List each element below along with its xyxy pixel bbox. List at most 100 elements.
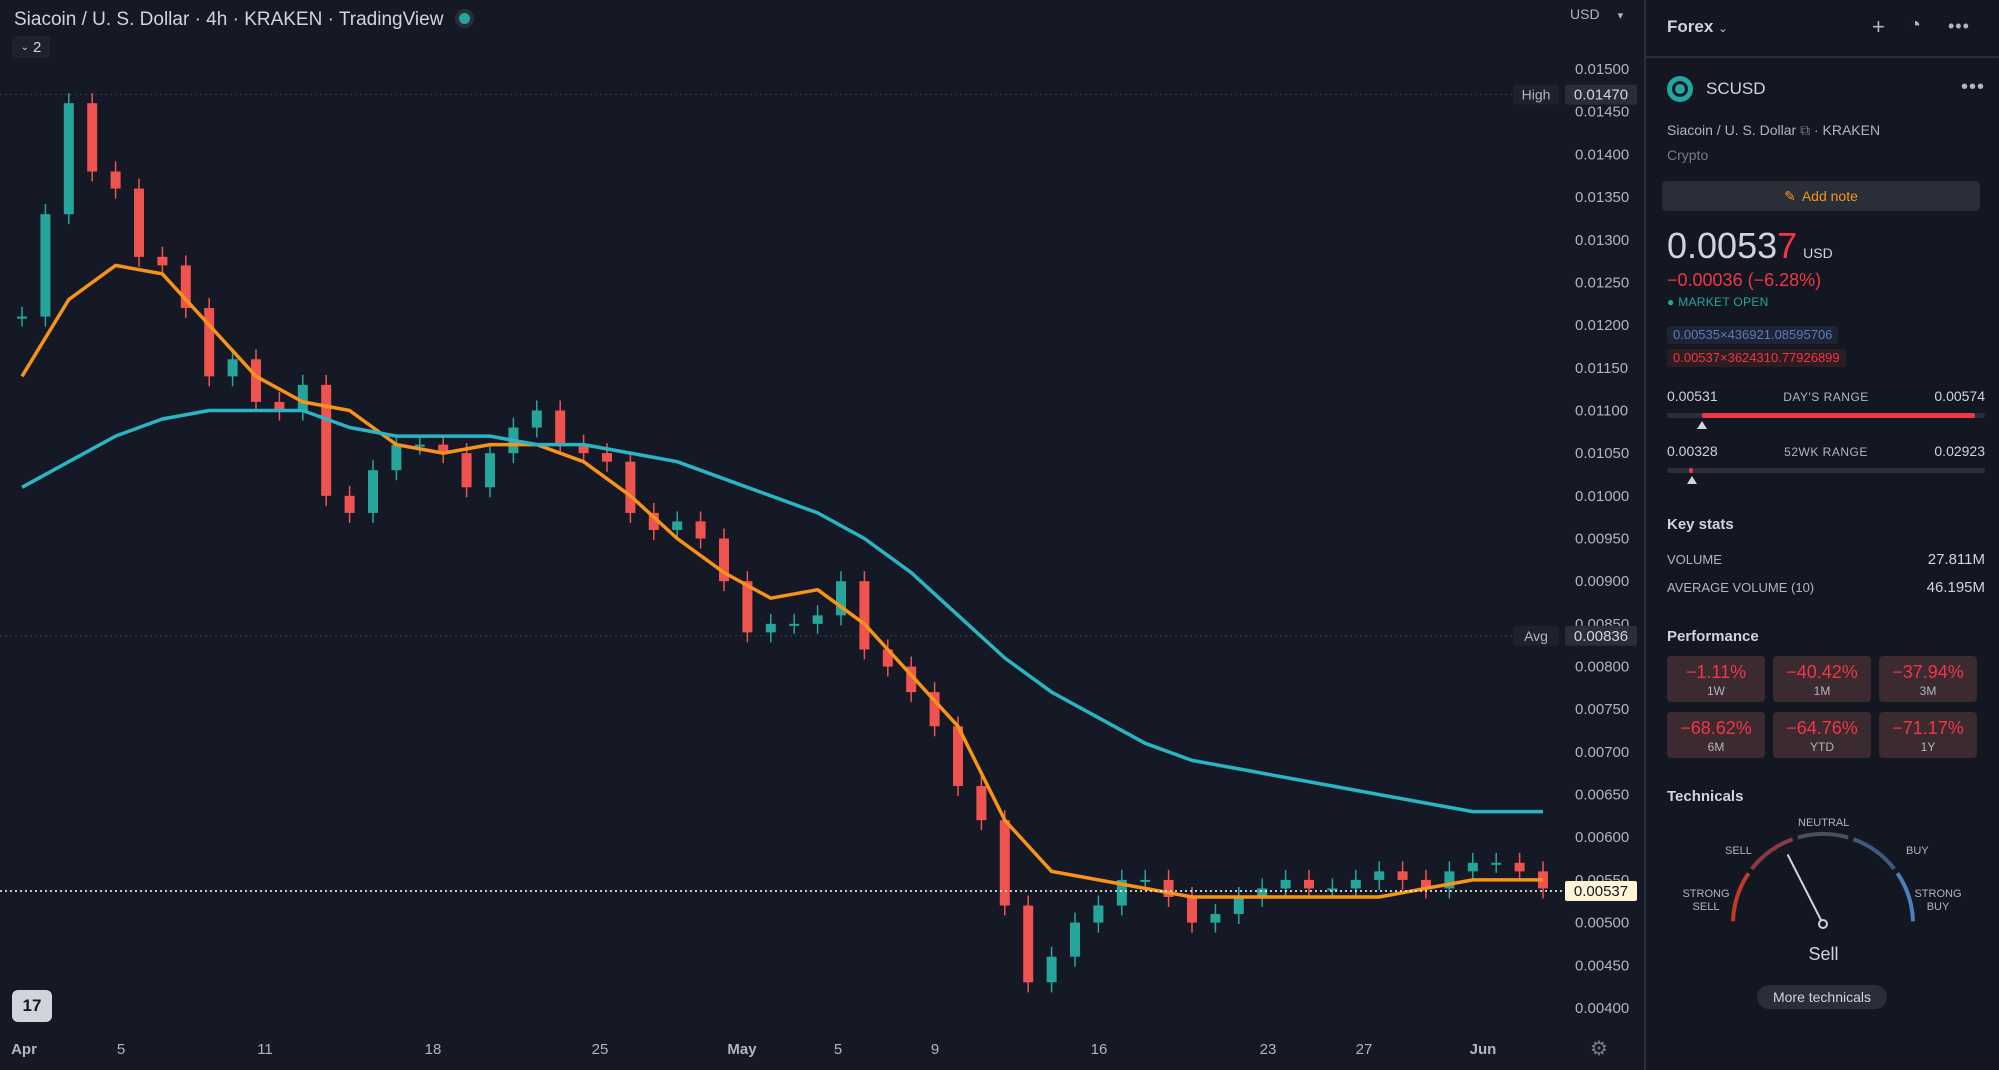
- perf-label: 1Y: [1920, 740, 1936, 754]
- candle: [812, 615, 823, 624]
- high-tag-value: 0.01470: [1574, 87, 1628, 104]
- candle: [1280, 879, 1291, 889]
- gauge-segment-neutral: [1797, 832, 1849, 840]
- candle: [17, 316, 27, 319]
- days-range-marker: [1696, 421, 1707, 429]
- volume-label: VOLUME: [1667, 552, 1722, 567]
- avg-volume-label: AVERAGE VOLUME (10): [1667, 580, 1815, 595]
- candle: [251, 359, 261, 402]
- performance-title: Performance: [1667, 628, 1759, 645]
- candle: [625, 461, 636, 513]
- x-tick-label: May: [727, 1041, 757, 1058]
- days-range-high: 0.00574: [1934, 388, 1985, 404]
- wk52-range-bar: [1667, 468, 1985, 484]
- candle: [789, 623, 800, 626]
- siacoin-logo-icon: [1667, 76, 1693, 102]
- gauge-label-neutral: NEUTRAL: [1798, 817, 1850, 829]
- avg-tag-value-bg: [1565, 625, 1637, 646]
- y-tick-label: 0.01150: [1575, 360, 1628, 377]
- candle: [63, 103, 74, 215]
- candle: [976, 786, 987, 821]
- x-tick-label: 9: [931, 1041, 939, 1058]
- perf-value: −40.42%: [1786, 662, 1858, 682]
- ask-price: 0.00537×3624310.77926899: [1667, 349, 1846, 367]
- price-chart[interactable]: 0.01500 0.01450 0.01400 0.01350 0.01300 0.012…: [0, 0, 1644, 1070]
- perf-value: −71.17%: [1892, 718, 1964, 738]
- symbol-exchange: KRAKEN: [1822, 122, 1881, 138]
- add-note-button[interactable]: ✎ Add note: [1662, 181, 1980, 211]
- symbol-more-icon[interactable]: •••: [1960, 76, 1985, 98]
- candle: [1070, 922, 1080, 957]
- watchlist-name: Forex: [1667, 17, 1714, 36]
- gauge-segment-buy: [1852, 837, 1896, 871]
- candle: [297, 384, 308, 411]
- gauge-hub: [1818, 919, 1828, 929]
- perf-tile-1y[interactable]: −71.17% 1Y: [1879, 712, 1977, 758]
- candle: [882, 649, 893, 667]
- perf-value: −68.62%: [1680, 718, 1752, 738]
- y-tick-label: 0.00500: [1575, 915, 1629, 932]
- candle: [953, 726, 963, 787]
- candle: [87, 103, 98, 172]
- symbol-full-name[interactable]: Siacoin / U. S. Dollar: [1667, 122, 1797, 138]
- x-tick-label: 11: [257, 1041, 273, 1058]
- gear-icon[interactable]: ⚙: [1590, 1038, 1608, 1060]
- price-change: −0.00036 (−6.28%): [1667, 270, 1822, 290]
- candle: [274, 401, 285, 411]
- candle: [1444, 871, 1455, 889]
- candle: [765, 623, 776, 633]
- external-link-icon[interactable]: ⧉: [1800, 122, 1811, 138]
- candle: [134, 188, 144, 257]
- y-tick-label: 0.00600: [1575, 829, 1629, 846]
- perf-tile-ytd[interactable]: −64.76% YTD: [1773, 712, 1871, 758]
- tradingview-logo[interactable]: 17: [12, 990, 52, 1022]
- candle: [1163, 879, 1174, 897]
- gauge-needle: [1786, 854, 1824, 925]
- price-last-digit: 7: [1777, 225, 1798, 266]
- wk52-range-marker: [1687, 476, 1698, 484]
- more-icon[interactable]: •••: [1948, 16, 1970, 36]
- gauge-segment-sell: [1750, 837, 1794, 871]
- perf-tile-3m[interactable]: −37.94% 3M: [1879, 656, 1977, 702]
- candle: [368, 470, 378, 513]
- high-tag-label: High: [1522, 87, 1551, 103]
- perf-value: −1.11%: [1685, 662, 1747, 682]
- add-icon[interactable]: +: [1872, 14, 1885, 39]
- gauge-label-buy: BUY: [1906, 845, 1929, 857]
- perf-tile-6m[interactable]: −68.62% 6M: [1667, 712, 1765, 758]
- y-tick-label: 0.00800: [1575, 659, 1629, 676]
- separator-dot: ·: [1813, 122, 1819, 138]
- watchlist-select[interactable]: Forex ⌄: [1667, 17, 1728, 37]
- avg-volume-row: AVERAGE VOLUME (10) 46.195M: [1667, 579, 1985, 596]
- axis-currency-label: USD: [1570, 6, 1600, 22]
- high-tag-value-bg: [1565, 84, 1637, 105]
- candle: [672, 521, 683, 530]
- indicators-collapse-button[interactable]: ⌄ 2: [12, 36, 50, 58]
- candle: [1350, 879, 1361, 889]
- candle: [1257, 888, 1268, 897]
- candle: [344, 495, 355, 513]
- gauge-segment-strong-sell: [1731, 872, 1751, 922]
- symbol-name[interactable]: SCUSD: [1706, 79, 1766, 98]
- wk52-range-low: 0.00328: [1667, 443, 1718, 459]
- candle: [1374, 871, 1385, 880]
- y-tick-label: 0.00700: [1575, 744, 1629, 761]
- caret-down-icon: ▾: [1617, 10, 1624, 22]
- more-technicals-button[interactable]: More technicals: [1757, 985, 1887, 1009]
- volume-row: VOLUME 27.811M: [1667, 551, 1985, 568]
- days-range-bar: [1667, 413, 1985, 429]
- market-status-text: MARKET OPEN: [1678, 295, 1769, 309]
- perf-tile-1m[interactable]: −40.42% 1M: [1773, 656, 1871, 702]
- pie-chart-icon[interactable]: ◔: [1909, 14, 1922, 36]
- chart-area[interactable]: 0.01500 0.01450 0.01400 0.01350 0.01300 0.012…: [0, 0, 1644, 1070]
- axis-currency-select[interactable]: USD ▾: [1570, 6, 1623, 22]
- pencil-icon: ✎: [1784, 187, 1796, 204]
- y-tick-label: 0.01000: [1575, 488, 1629, 505]
- perf-tile-1w[interactable]: −1.11% 1W: [1667, 656, 1765, 702]
- gauge-label-strong-sell: STRONG SELL: [1682, 888, 1730, 913]
- chevron-down-icon: ⌄: [20, 41, 30, 53]
- y-tick-label: 0.00750: [1575, 701, 1629, 718]
- ma-slow-line: [21, 408, 1543, 814]
- indicator-count: 2: [33, 38, 42, 56]
- candle: [438, 444, 449, 454]
